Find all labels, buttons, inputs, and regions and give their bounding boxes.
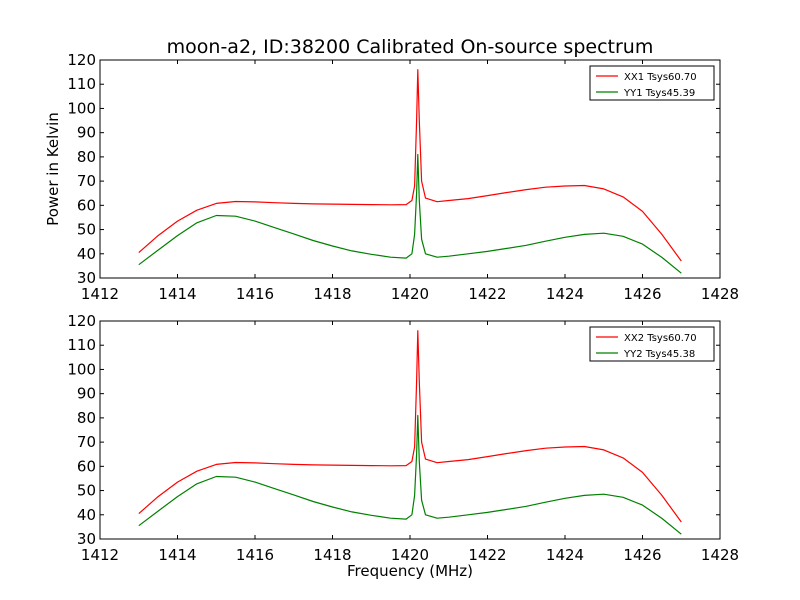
top-x-tick-label: 1414 [158, 285, 196, 303]
top-legend: XX1 Tsys60.70 YY1 Tsys45.39 [589, 65, 715, 101]
top-legend-label: YY1 Tsys45.39 [623, 88, 695, 99]
bottom-legend-label: YY2 Tsys45.38 [623, 349, 695, 360]
top-y-tick-label: 90 [77, 124, 96, 142]
bottom-x-tick-label: 1422 [468, 546, 506, 564]
bottom-y-tick-label: 30 [77, 530, 96, 548]
bottom-y-tick-label: 110 [67, 336, 96, 354]
top-y-tick-label: 70 [77, 172, 96, 190]
bottom-x-tick-label: 1412 [81, 546, 119, 564]
top-y-tick-label: 120 [67, 51, 96, 69]
bottom-y-tick-label: 120 [67, 312, 96, 330]
bottom-y-tick-label: 100 [67, 360, 96, 378]
top-y-tick-label: 50 [77, 221, 96, 239]
y-axis-label: Power in Kelvin [44, 112, 62, 226]
top-y-tick-label: 110 [67, 75, 96, 93]
top-y-tick-label: 100 [67, 99, 96, 117]
top-x-tick-label: 1416 [236, 285, 274, 303]
top-x-tick-label: 1420 [391, 285, 429, 303]
bottom-x-tick-label: 1418 [313, 546, 351, 564]
bottom-y-tick-label: 50 [77, 482, 96, 500]
top-series-line-xx [138, 69, 682, 262]
bottom-legend: XX2 Tsys60.70 YY2 Tsys45.38 [589, 326, 715, 362]
top-x-tick-label: 1412 [81, 285, 119, 303]
top-y-tick-label: 80 [77, 148, 96, 166]
bottom-x-tick-label: 1416 [236, 546, 274, 564]
top-x-tick-label: 1426 [623, 285, 661, 303]
top-x-tick-label: 1424 [546, 285, 584, 303]
bottom-series-line-yy [138, 414, 682, 535]
top-y-tick-label: 60 [77, 196, 96, 214]
top-legend-label: XX1 Tsys60.70 [624, 72, 697, 83]
bottom-legend-label: XX2 Tsys60.70 [624, 333, 697, 344]
bottom-y-tick-label: 40 [77, 506, 96, 524]
bottom-x-tick-label: 1424 [546, 546, 584, 564]
bottom-legend-box [589, 326, 715, 362]
bottom-y-tick-label: 70 [77, 433, 96, 451]
top-legend-box [589, 65, 715, 101]
x-axis-label: Frequency (MHz) [347, 562, 473, 580]
bottom-y-tick-label: 90 [77, 385, 96, 403]
bottom-panel: 1412 1414 1416 1418 1420 1422 1424 1426 1428 30 40… [67, 312, 739, 564]
bottom-series-line-xx [138, 330, 682, 523]
top-x-tick-label: 1428 [701, 285, 739, 303]
top-series-line-yy [138, 153, 682, 274]
top-x-tick-label: 1422 [468, 285, 506, 303]
top-panel: 1412 1414 1416 1418 1420 1422 1424 1426 1428 30 40… [67, 51, 739, 303]
top-y-tick-label: 40 [77, 245, 96, 263]
bottom-x-tick-label: 1414 [158, 546, 196, 564]
bottom-x-tick-label: 1428 [701, 546, 739, 564]
bottom-y-tick-label: 80 [77, 409, 96, 427]
bottom-x-tick-label: 1426 [623, 546, 661, 564]
bottom-x-tick-label: 1420 [391, 546, 429, 564]
bottom-y-tick-label: 60 [77, 457, 96, 475]
top-x-tick-label: 1418 [313, 285, 351, 303]
top-y-tick-label: 30 [77, 269, 96, 287]
chart-title: moon-a2, ID:38200 Calibrated On-source s… [167, 36, 654, 58]
